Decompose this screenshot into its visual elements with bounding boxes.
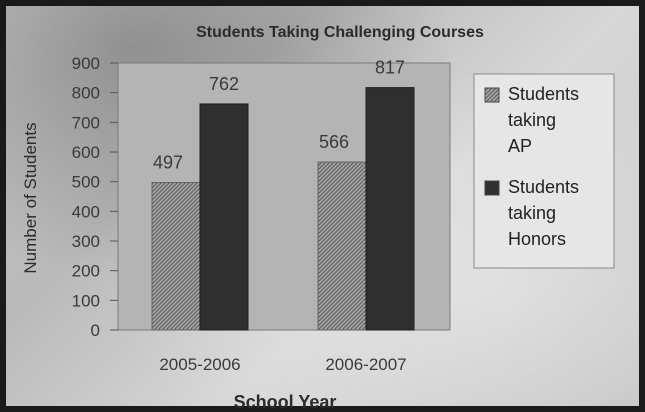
y-tick-label: 200 <box>72 262 100 281</box>
legend-entry-text: Students <box>508 84 579 104</box>
data-label: 566 <box>319 132 349 152</box>
x-axis-ticks: 2005-2006 2006-2007 <box>159 355 406 374</box>
y-tick-label: 100 <box>72 291 100 310</box>
y-tick-label: 900 <box>72 54 100 73</box>
data-label: 817 <box>375 58 405 78</box>
y-axis-label: Number of Students <box>21 122 40 273</box>
legend: Students taking AP Students taking Honors <box>473 73 615 269</box>
data-label: 497 <box>153 153 183 173</box>
legend-entry-text: taking <box>508 203 556 223</box>
legend-swatch-honors <box>484 180 500 196</box>
legend-entry-text: Students <box>508 177 579 197</box>
y-tick-label: 0 <box>91 321 100 340</box>
chart-title: Students Taking Challenging Courses <box>196 24 484 41</box>
bars <box>151 87 415 331</box>
y-axis-ticks: 0 100 200 300 400 500 600 700 800 900 <box>72 54 118 340</box>
legend-swatch-ap <box>484 87 500 103</box>
y-tick-label: 800 <box>72 84 100 103</box>
y-tick-label: 500 <box>72 173 100 192</box>
x-axis-label: School Year <box>234 392 337 412</box>
y-tick-label: 700 <box>72 113 100 132</box>
bar-honors <box>199 103 249 331</box>
y-tick-label: 300 <box>72 232 100 251</box>
legend-entry-text: AP <box>508 136 532 156</box>
legend-entry-text: taking <box>508 110 556 130</box>
data-label: 762 <box>209 74 239 94</box>
x-tick-label: 2006-2007 <box>325 355 406 374</box>
bar-honors <box>365 87 415 331</box>
bar-ap <box>151 182 201 331</box>
y-tick-label: 400 <box>72 202 100 221</box>
legend-box <box>473 73 615 269</box>
x-tick-label: 2005-2006 <box>159 355 240 374</box>
legend-entry-text: Honors <box>508 229 566 249</box>
data-labels: 497 762 566 817 <box>153 58 405 173</box>
bar-ap <box>317 161 367 331</box>
y-tick-label: 600 <box>72 143 100 162</box>
